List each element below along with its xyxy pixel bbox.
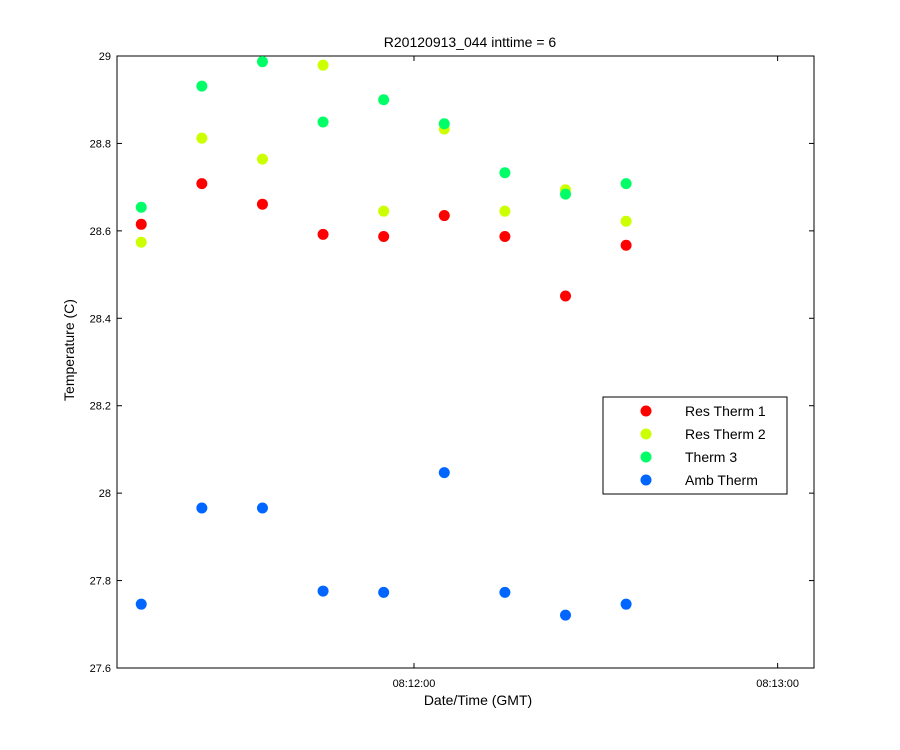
data-point-series-3 bbox=[135, 598, 147, 610]
data-points bbox=[135, 56, 632, 621]
data-point-series-0 bbox=[256, 198, 268, 210]
data-point-series-0 bbox=[196, 178, 208, 190]
data-point-series-1 bbox=[317, 59, 329, 71]
data-point-series-3 bbox=[196, 502, 208, 514]
legend-marker bbox=[640, 474, 652, 486]
x-tick-label: 08:12:00 bbox=[393, 678, 436, 690]
data-point-series-2 bbox=[438, 118, 450, 130]
y-tick-label: 28.2 bbox=[90, 401, 111, 413]
x-axis-ticks: 08:12:00 08:13:00 bbox=[393, 56, 799, 690]
legend-marker bbox=[640, 451, 652, 463]
legend-label: Amb Therm bbox=[685, 472, 758, 488]
legend-label: Res Therm 1 bbox=[685, 403, 766, 419]
y-axis-label: Temperature (C) bbox=[61, 299, 77, 401]
data-point-series-0 bbox=[317, 228, 329, 240]
data-point-series-3 bbox=[620, 598, 632, 610]
data-point-series-2 bbox=[135, 201, 147, 213]
y-tick-label: 28.6 bbox=[90, 226, 111, 238]
data-point-series-1 bbox=[620, 215, 632, 227]
data-point-series-1 bbox=[499, 205, 511, 217]
legend-marker bbox=[640, 428, 652, 440]
data-point-series-3 bbox=[378, 586, 390, 598]
legend-box bbox=[602, 396, 788, 495]
data-point-series-0 bbox=[438, 210, 450, 222]
x-axis-label: Date/Time (GMT) bbox=[424, 692, 532, 708]
data-point-series-1 bbox=[256, 153, 268, 165]
data-point-series-0 bbox=[560, 290, 572, 302]
chart-title: R20120913_044 inttime = 6 bbox=[384, 34, 557, 50]
data-point-series-3 bbox=[438, 467, 450, 479]
data-point-series-0 bbox=[378, 231, 390, 243]
plot-area bbox=[116, 55, 815, 669]
data-point-series-1 bbox=[135, 236, 147, 248]
y-axis-ticks: 27.6 27.8 28 28.2 28.4 28.6 28.8 29 bbox=[90, 51, 814, 675]
data-point-series-2 bbox=[560, 188, 572, 200]
data-point-series-1 bbox=[378, 205, 390, 217]
y-tick-label: 28 bbox=[99, 488, 111, 500]
y-tick-label: 29 bbox=[99, 51, 111, 63]
data-point-series-3 bbox=[256, 502, 268, 514]
y-tick-label: 28.4 bbox=[90, 313, 111, 325]
data-point-series-0 bbox=[499, 231, 511, 243]
data-point-series-0 bbox=[620, 239, 632, 251]
legend: Res Therm 1 Res Therm 2 Therm 3 Amb Therm bbox=[602, 396, 788, 495]
data-point-series-3 bbox=[499, 586, 511, 598]
data-point-series-3 bbox=[317, 585, 329, 597]
legend-label: Res Therm 2 bbox=[685, 426, 766, 442]
y-tick-label: 27.8 bbox=[90, 576, 111, 588]
data-point-series-1 bbox=[196, 132, 208, 144]
legend-marker bbox=[640, 405, 652, 417]
data-point-series-3 bbox=[560, 609, 572, 621]
legend-label: Therm 3 bbox=[685, 449, 737, 465]
data-point-series-2 bbox=[499, 167, 511, 179]
data-point-series-2 bbox=[317, 116, 329, 128]
data-point-series-2 bbox=[620, 178, 632, 190]
data-point-series-0 bbox=[135, 218, 147, 230]
x-tick-label: 08:13:00 bbox=[756, 678, 799, 690]
data-point-series-2 bbox=[196, 80, 208, 92]
y-tick-label: 28.8 bbox=[90, 138, 111, 150]
data-point-series-2 bbox=[378, 94, 390, 106]
data-point-series-2 bbox=[256, 56, 268, 68]
y-tick-label: 27.6 bbox=[90, 663, 111, 675]
